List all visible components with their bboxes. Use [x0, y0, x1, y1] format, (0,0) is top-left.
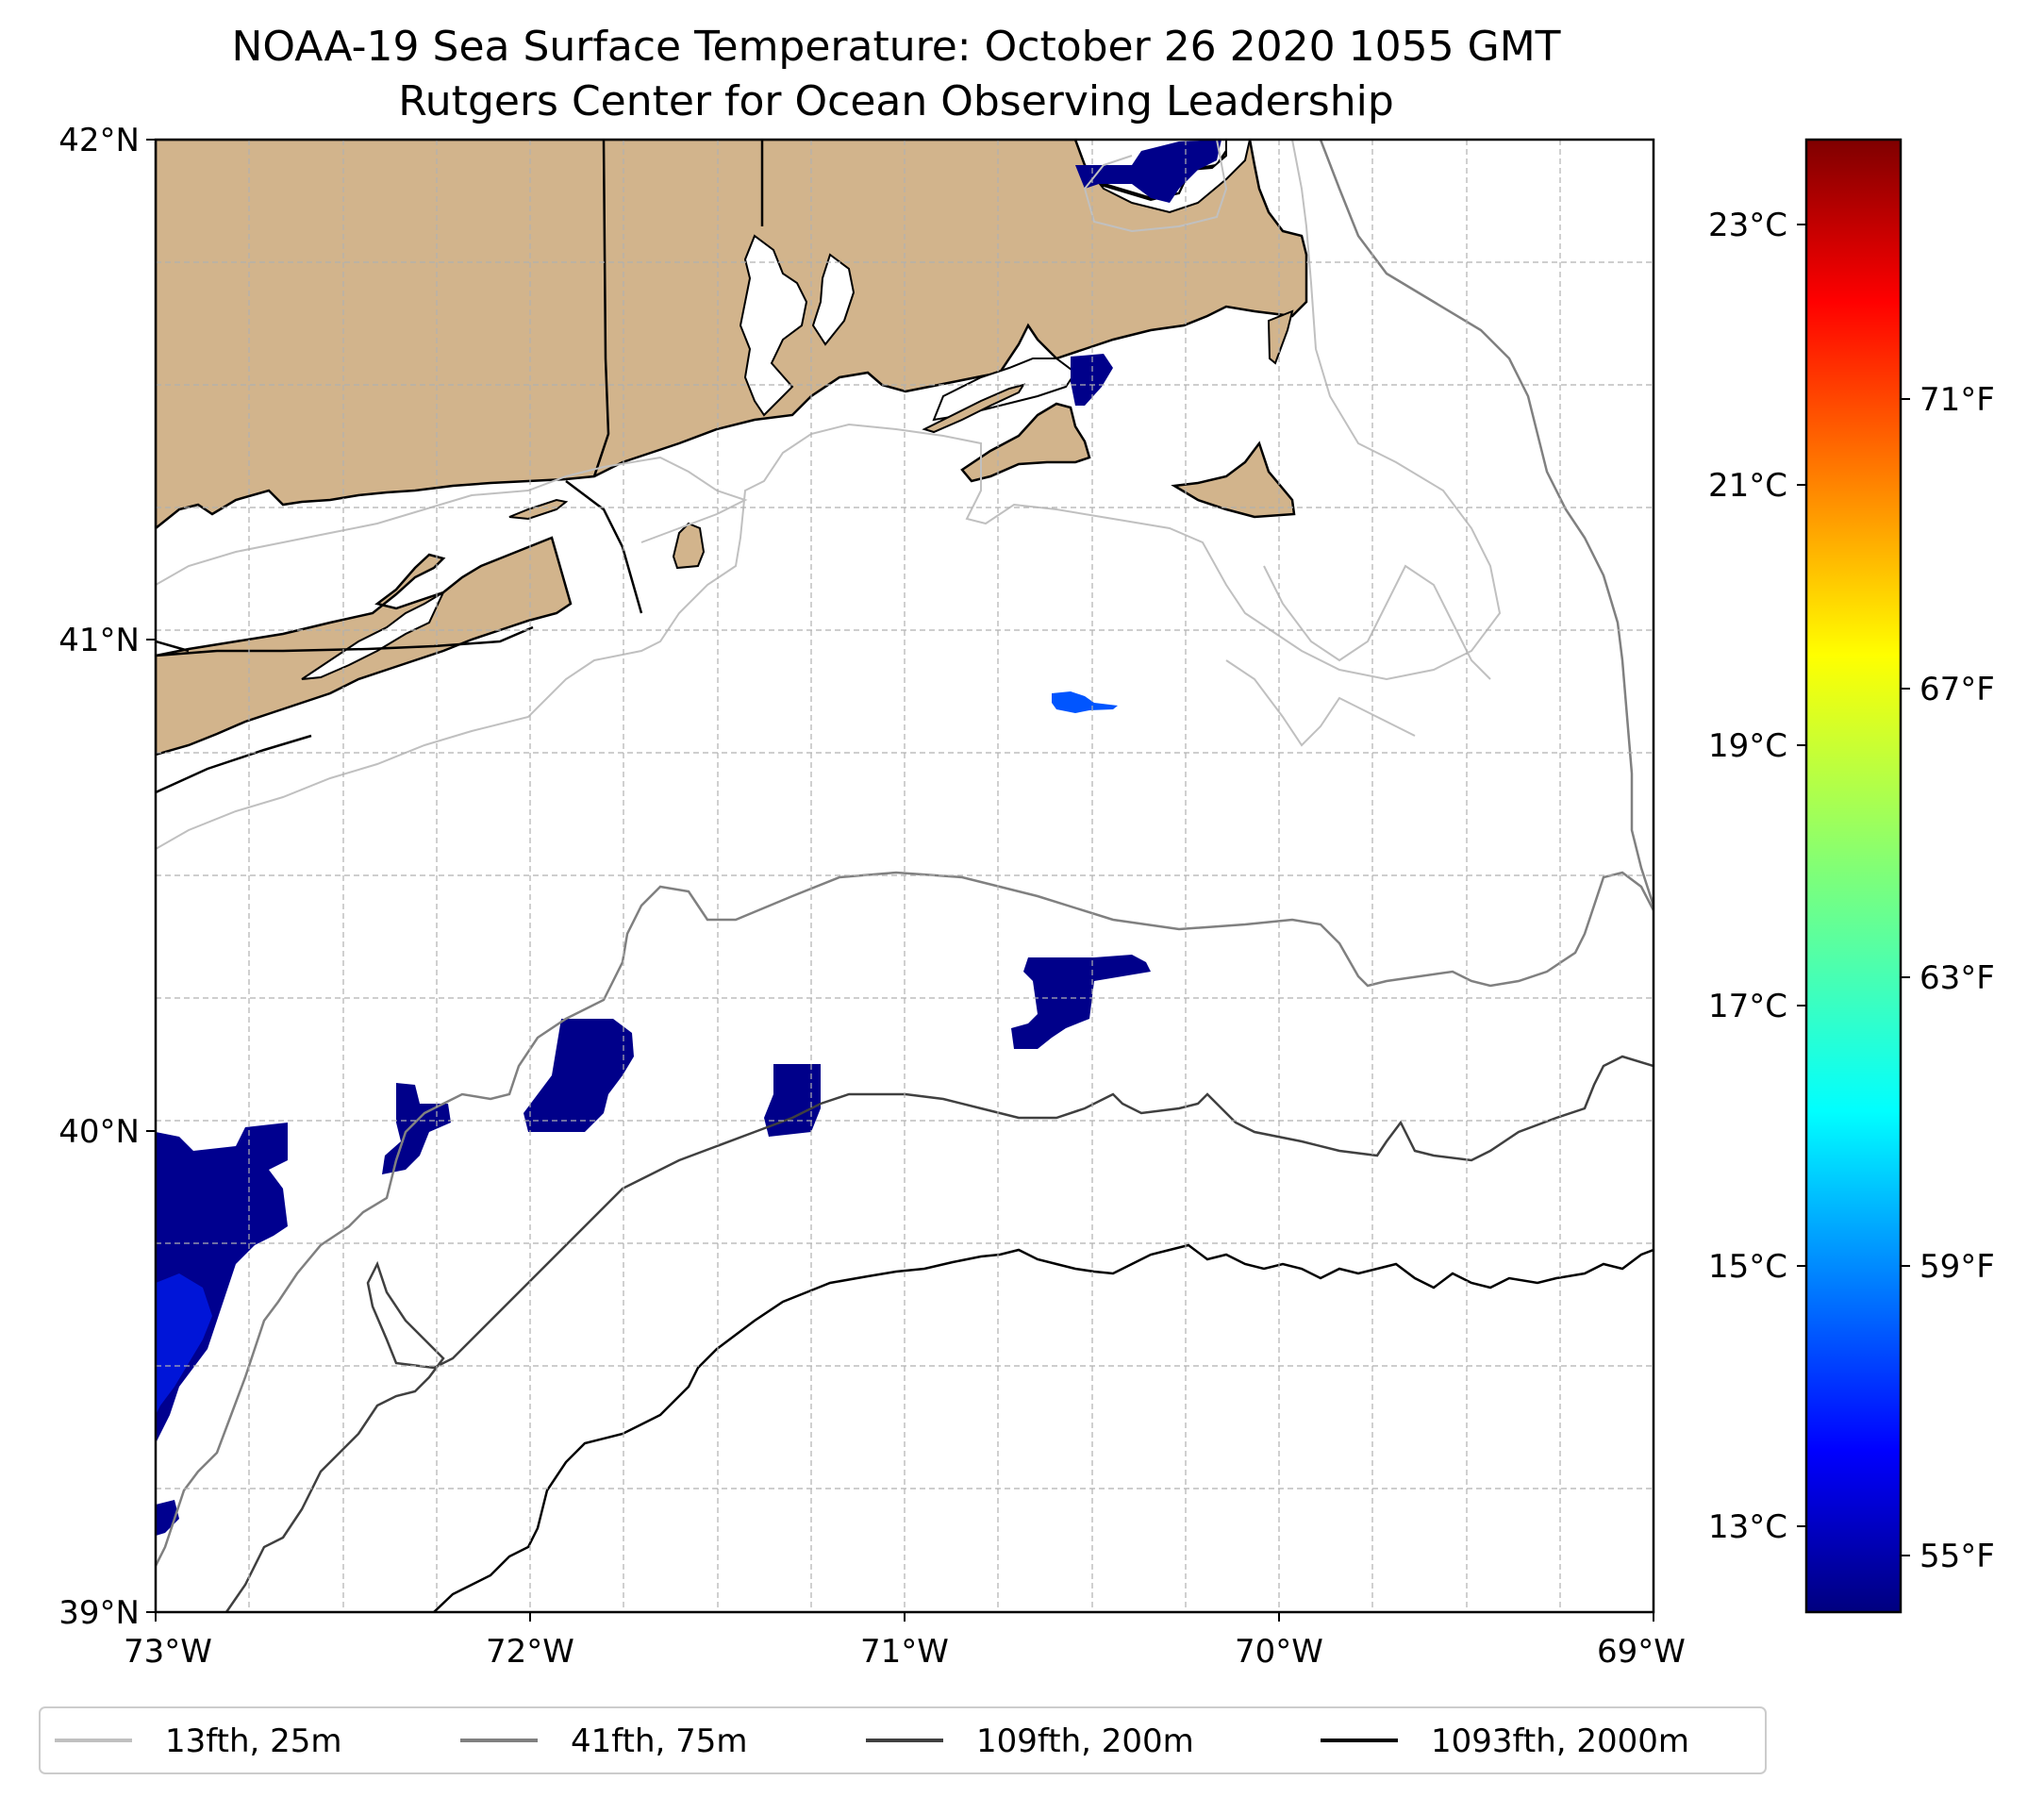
land-marthas-vineyard	[960, 402, 1091, 483]
lon-label: 71°W	[860, 1633, 949, 1671]
land-fishers-island	[508, 498, 569, 521]
sst-patch-small-a	[156, 1500, 179, 1536]
isobath-25m-d	[1225, 564, 1491, 747]
lat-label: 41°N	[58, 622, 140, 659]
title-line-1: NOAA-19 Sea Surface Temperature: October…	[231, 23, 1560, 71]
isobath-legend: 13fth, 25m 41fth, 75m 109fth, 200m 1093f…	[39, 1706, 1767, 1774]
colorbar-ticks	[1797, 224, 1910, 1556]
isobath-25m-b	[1083, 140, 1228, 233]
axis-ticks	[146, 139, 1654, 1622]
land-elizabeth-islands	[922, 383, 1026, 434]
land-monomoy	[1267, 309, 1294, 365]
lat-label: 42°N	[58, 122, 140, 159]
lon-label: 73°W	[124, 1633, 212, 1671]
lon-label: 70°W	[1235, 1633, 1323, 1671]
peconic-bay	[301, 590, 446, 680]
state-border-water	[156, 480, 643, 794]
sst-patch-southwest-bright	[156, 1273, 212, 1415]
sst-patch-d	[764, 1064, 821, 1137]
colorbar-fahrenheit-label: 59°F	[1919, 1248, 1995, 1286]
lat-label: 40°N	[58, 1113, 140, 1151]
colorbar-fahrenheit-label: 63°F	[1919, 959, 1995, 997]
sst-data-patches	[156, 140, 1221, 1536]
colorbar-gradient	[1804, 138, 1903, 1614]
isobath-25m-c	[156, 456, 748, 586]
narragansett-bay-east	[811, 253, 856, 346]
legend-label: 109fth, 200m	[976, 1722, 1194, 1760]
isobaths	[156, 140, 1653, 1612]
lon-label: 69°W	[1597, 1633, 1686, 1671]
sst-patch-e	[1011, 955, 1151, 1049]
state-border-ny-ct	[592, 140, 610, 477]
lon-label: 72°W	[486, 1633, 574, 1671]
isobath-75m	[1319, 140, 1653, 907]
lon-labels: 73°W 72°W 71°W 70°W 69°W	[124, 1633, 1686, 1671]
colorbar-fahrenheit-label: 71°F	[1919, 381, 1995, 419]
legend-label: 13fth, 25m	[165, 1722, 342, 1760]
colorbar-fahrenheit-label: 55°F	[1919, 1538, 1995, 1575]
narragansett-bay	[739, 234, 808, 417]
colorbar-celsius-label: 17°C	[1708, 988, 1787, 1025]
isobath-2000m	[433, 1243, 1653, 1612]
isobath-75m-shelf	[156, 871, 1653, 1567]
legend-label: 41fth, 75m	[571, 1722, 748, 1760]
colorbar-celsius-label: 21°C	[1708, 467, 1787, 505]
lat-labels: 42°N 41°N 40°N 39°N	[58, 122, 140, 1632]
sst-patch-h	[1075, 140, 1221, 203]
map-area	[156, 140, 1653, 1612]
colorbar-celsius-label: 13°C	[1708, 1508, 1787, 1546]
lat-label: 39°N	[58, 1594, 140, 1632]
isobath-200m	[224, 1055, 1653, 1612]
colorbar: 23°C 21°C 19°C 17°C 15°C 13°C 71°F 67°F …	[1708, 138, 1995, 1614]
gridlines	[156, 140, 1653, 1612]
sst-patch-c	[523, 1019, 634, 1132]
colorbar-fahrenheit-label: 67°F	[1919, 671, 1995, 708]
colorbar-celsius-label: 23°C	[1708, 207, 1787, 244]
title-line-2: Rutgers Center for Ocean Observing Leade…	[398, 77, 1394, 125]
isobath-25m	[156, 140, 1502, 850]
sst-patch-f	[1052, 691, 1118, 713]
colorbar-celsius-label: 15°C	[1708, 1248, 1787, 1286]
state-border-ny-nj	[156, 640, 190, 653]
legend-label: 1093fth, 2000m	[1431, 1722, 1689, 1760]
colorbar-celsius-label: 19°C	[1708, 727, 1787, 765]
cape-cod-bay	[1074, 140, 1252, 214]
